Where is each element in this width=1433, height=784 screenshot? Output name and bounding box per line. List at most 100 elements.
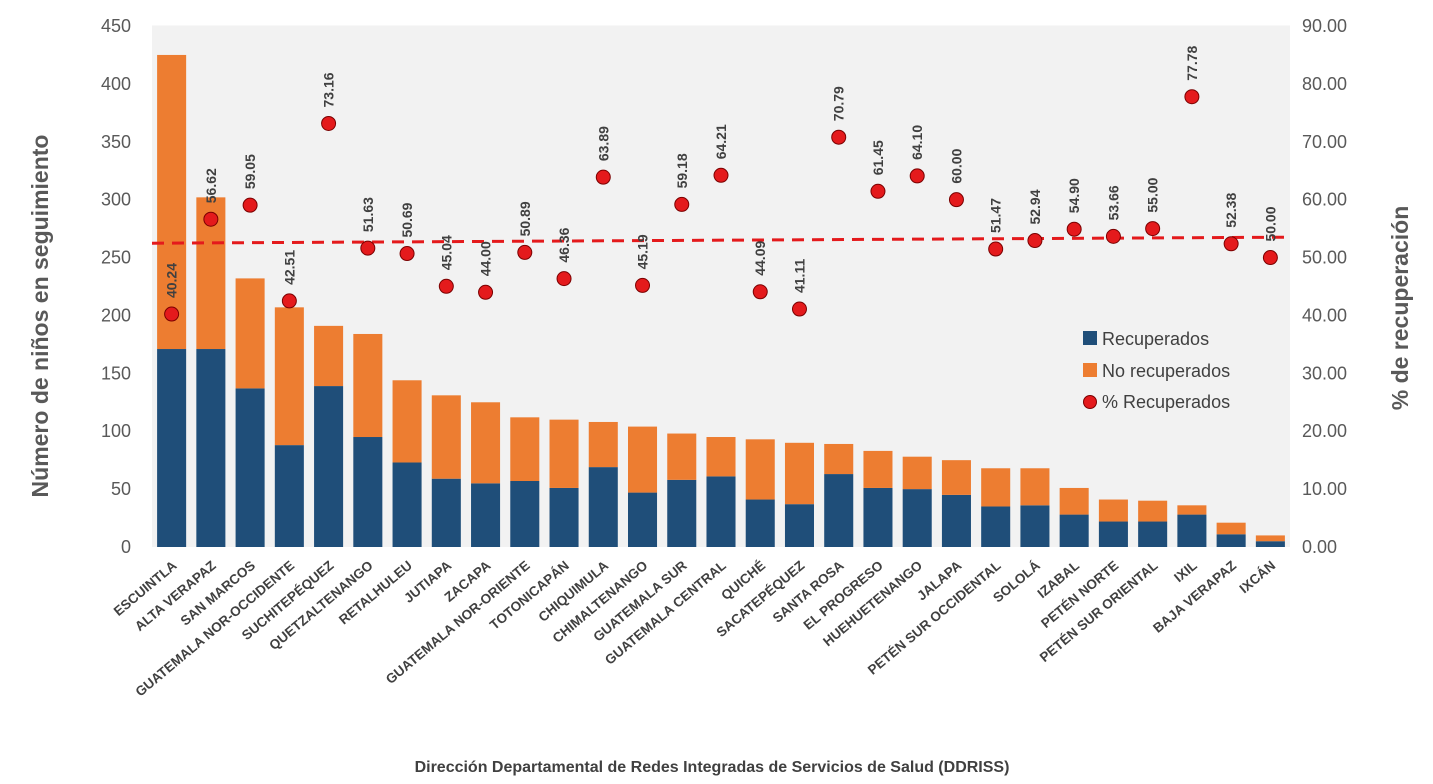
point-pct-recuperados <box>438 278 454 294</box>
bar-no-recuperados <box>274 307 304 446</box>
legend-marker-pct-recuperados <box>1083 395 1097 409</box>
bar-no-recuperados <box>588 421 618 468</box>
bar-no-recuperados <box>1216 522 1246 535</box>
point-data-label: 46.36 <box>556 227 572 262</box>
point-pct-recuperados <box>478 284 494 300</box>
point-data-label: 54.90 <box>1066 178 1082 213</box>
average-reference-line <box>151 235 1291 245</box>
point-pct-recuperados <box>1105 228 1121 244</box>
bar-no-recuperados <box>706 437 736 477</box>
y2-tick-label: 70.00 <box>1302 132 1347 152</box>
point-pct-recuperados <box>831 129 847 145</box>
point-pct-recuperados <box>752 284 768 300</box>
y-tick-label: 0 <box>121 537 131 557</box>
point-data-label: 52.94 <box>1027 189 1043 224</box>
y-axis-left-ticks: 0 50 100 150 200 250 300 350 400 450 <box>101 16 131 557</box>
point-data-label: 41.11 <box>791 259 807 293</box>
point-data-label: 53.66 <box>1105 185 1121 220</box>
x-axis-title: Dirección Departamental de Redes Integra… <box>415 759 1010 776</box>
point-pct-recuperados <box>1145 221 1161 237</box>
bar-no-recuperados <box>941 460 971 495</box>
y2-axis-title: % de recuperación <box>1387 206 1413 411</box>
y-tick-label: 400 <box>101 74 131 94</box>
y-tick-label: 450 <box>101 16 131 36</box>
point-data-label: 51.47 <box>988 198 1004 233</box>
category-label: IXCÁN <box>1236 558 1278 596</box>
y2-tick-label: 90.00 <box>1302 16 1347 36</box>
point-data-label: 59.05 <box>242 154 258 189</box>
y2-tick-label: 50.00 <box>1302 248 1347 268</box>
bar-no-recuperados <box>392 380 422 463</box>
bar-no-recuperados <box>1138 500 1168 522</box>
point-data-label: 63.89 <box>595 126 611 161</box>
point-pct-recuperados <box>909 168 925 184</box>
bar-no-recuperados <box>510 417 540 482</box>
point-pct-recuperados <box>517 244 533 260</box>
y-axis-right-ticks: 0.00 10.00 20.00 30.00 40.00 50.00 60.00 70.00 8… <box>1302 16 1347 557</box>
bar-no-recuperados <box>667 433 697 480</box>
bar-recuperados <box>196 349 226 547</box>
legend-label-recuperados: Recuperados <box>1102 329 1209 349</box>
bar-recuperados <box>1138 521 1168 547</box>
bar-no-recuperados <box>627 426 658 493</box>
y2-tick-label: 40.00 <box>1302 305 1347 325</box>
point-data-label: 77.78 <box>1184 45 1200 80</box>
y2-tick-label: 0.00 <box>1302 537 1337 557</box>
point-data-label: 44.00 <box>478 241 494 276</box>
point-data-label: 50.69 <box>399 202 415 237</box>
point-pct-recuperados <box>595 169 611 185</box>
point-data-label: 73.16 <box>321 72 337 107</box>
point-pct-recuperados <box>948 192 964 208</box>
point-data-label: 59.18 <box>674 153 690 188</box>
bar-recuperados <box>784 504 815 547</box>
y2-tick-label: 20.00 <box>1302 421 1347 441</box>
bar-recuperados <box>510 481 540 547</box>
bar-no-recuperados <box>1020 468 1050 506</box>
y-tick-label: 250 <box>101 248 131 268</box>
point-data-label: 50.89 <box>517 201 533 236</box>
bar-recuperados <box>627 492 658 547</box>
point-pct-recuperados <box>635 277 651 293</box>
point-data-label: 40.24 <box>164 263 180 298</box>
bar-no-recuperados <box>863 450 893 488</box>
bar-recuperados <box>824 474 854 547</box>
bar-no-recuperados <box>902 456 932 490</box>
bars-layer <box>157 54 1285 547</box>
bar-recuperados <box>902 489 932 547</box>
y2-tick-label: 10.00 <box>1302 479 1347 499</box>
point-pct-recuperados <box>1184 89 1200 105</box>
point-data-label: 45.19 <box>635 234 651 269</box>
y2-tick-label: 80.00 <box>1302 74 1347 94</box>
point-data-label: 55.00 <box>1145 177 1161 212</box>
bar-recuperados <box>588 467 618 547</box>
point-pct-recuperados <box>164 306 180 322</box>
bar-no-recuperados <box>824 443 854 475</box>
bar-recuperados <box>863 487 893 547</box>
point-data-label: 64.10 <box>909 125 925 160</box>
point-pct-recuperados <box>1027 233 1043 249</box>
bar-recuperados <box>745 499 775 547</box>
y-tick-label: 100 <box>101 421 131 441</box>
bar-recuperados <box>1059 514 1089 547</box>
bar-recuperados <box>274 445 304 547</box>
point-data-label: 61.45 <box>870 140 886 175</box>
point-pct-recuperados <box>360 240 376 256</box>
bar-recuperados <box>1177 514 1207 547</box>
bar-recuperados <box>941 494 971 547</box>
point-pct-recuperados <box>674 196 690 212</box>
bar-no-recuperados <box>1177 505 1207 515</box>
legend-label-no-recuperados: No recuperados <box>1102 361 1230 381</box>
y-axis-title: Número de niños en seguimiento <box>27 135 53 498</box>
y-tick-label: 350 <box>101 132 131 152</box>
y-tick-label: 50 <box>111 479 131 499</box>
y2-tick-label: 60.00 <box>1302 190 1347 210</box>
category-label: IXIL <box>1171 558 1200 585</box>
point-data-label: 56.62 <box>203 168 219 203</box>
point-data-label: 64.21 <box>713 124 729 159</box>
point-pct-recuperados <box>242 197 258 213</box>
bar-recuperados <box>549 487 579 547</box>
point-pct-recuperados <box>399 246 415 262</box>
bar-no-recuperados <box>1059 487 1089 515</box>
